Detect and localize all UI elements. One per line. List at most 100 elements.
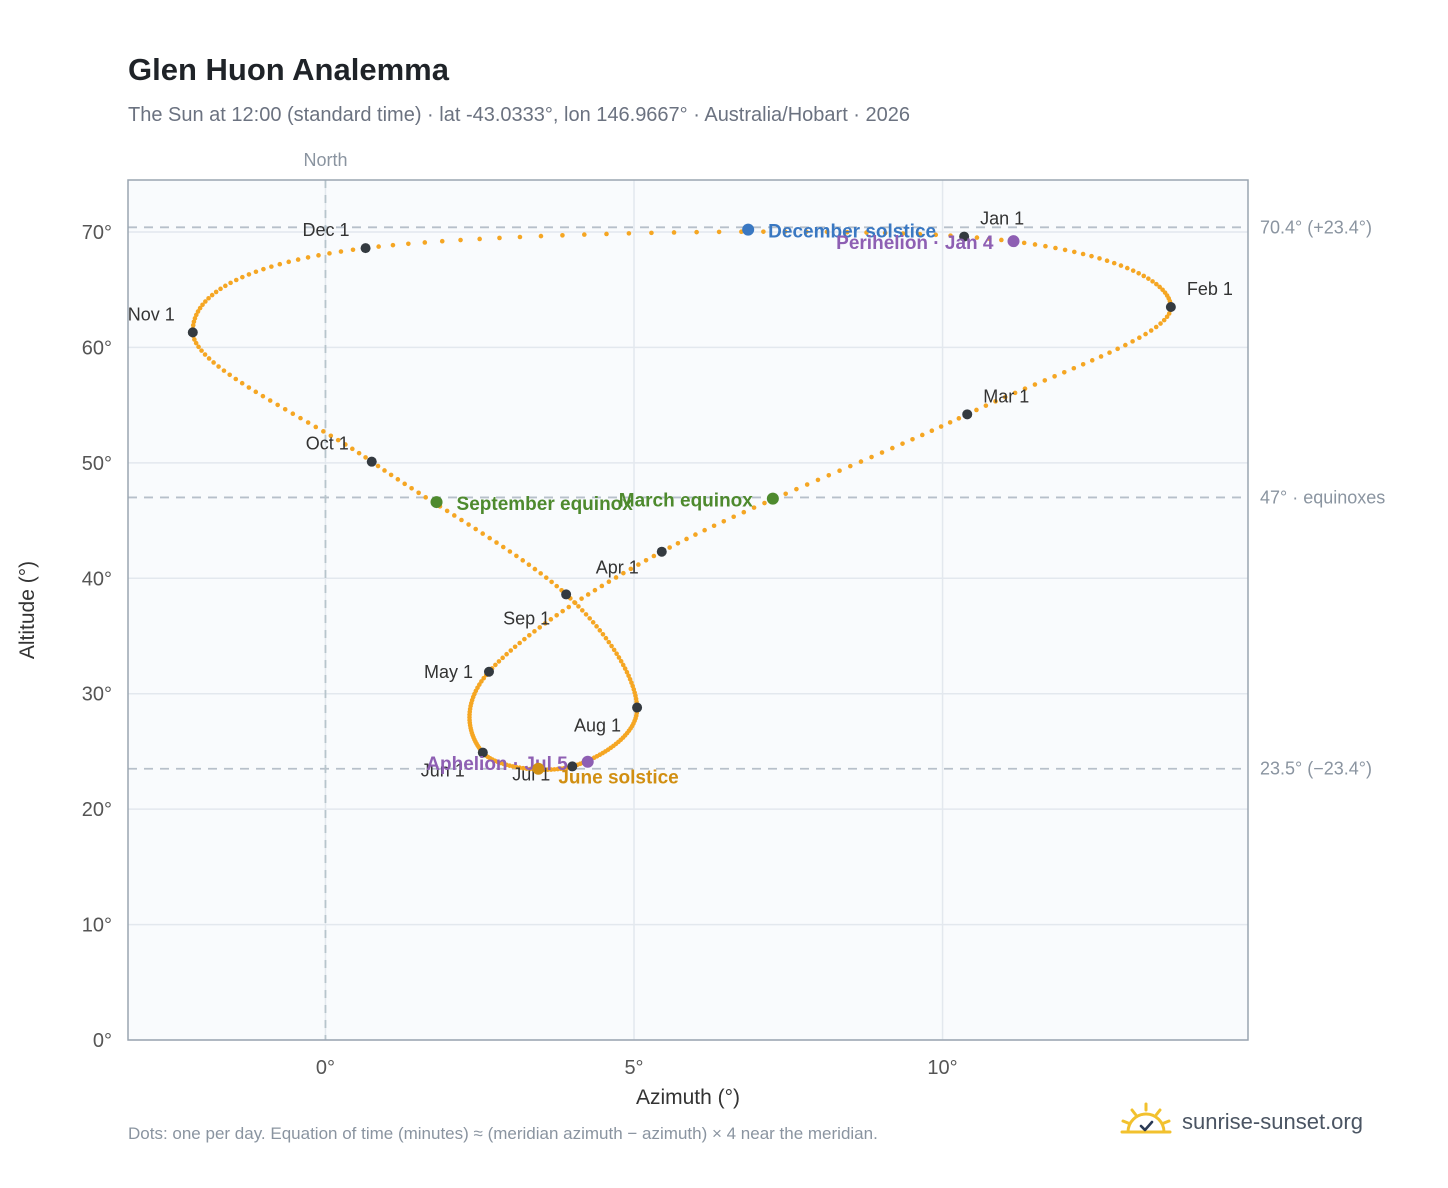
daily-dot xyxy=(731,514,736,520)
daily-dot xyxy=(620,662,626,668)
daily-dot xyxy=(858,459,864,464)
daily-dot xyxy=(458,237,463,243)
daily-dot xyxy=(597,628,603,633)
daily-dot xyxy=(614,651,619,656)
daily-dot xyxy=(406,241,411,247)
footnote: Dots: one per day. Equation of time (min… xyxy=(128,1124,878,1143)
month-label: Jan 1 xyxy=(980,209,1024,229)
daily-dot xyxy=(603,635,609,641)
daily-dot xyxy=(585,592,591,597)
daily-dot xyxy=(621,570,626,576)
daily-dot xyxy=(549,579,554,585)
daily-dot xyxy=(313,424,319,430)
daily-dot xyxy=(1062,247,1068,253)
daily-dot xyxy=(1052,374,1057,379)
y-tick-label: 20° xyxy=(82,799,112,821)
daily-dot xyxy=(1032,382,1038,387)
daily-dot xyxy=(376,244,381,249)
daily-dot xyxy=(566,604,572,610)
daily-dot xyxy=(350,446,355,452)
daily-dot xyxy=(1042,378,1048,383)
daily-dot xyxy=(1166,311,1172,316)
daily-dot xyxy=(221,368,227,373)
daily-dot xyxy=(524,766,529,771)
daily-dot xyxy=(233,376,239,382)
sun-logo-icon xyxy=(1120,1102,1172,1134)
daily-dot xyxy=(702,527,707,533)
daily-dot xyxy=(1080,361,1086,367)
daily-dot xyxy=(375,463,381,469)
daily-dot xyxy=(1111,260,1117,266)
event-marker xyxy=(742,223,755,236)
daily-dot xyxy=(580,608,585,613)
daily-dot xyxy=(604,231,609,237)
daily-dot xyxy=(643,557,649,563)
month-marker xyxy=(959,231,970,242)
event-label: March equinox xyxy=(619,491,754,512)
daily-dot xyxy=(512,644,518,650)
daily-dot xyxy=(933,232,939,238)
daily-dot xyxy=(494,540,499,545)
daily-dot xyxy=(356,450,362,456)
daily-dot xyxy=(837,468,842,474)
daily-dot xyxy=(507,549,513,554)
daily-dot xyxy=(520,558,526,563)
daily-dot xyxy=(277,261,283,267)
month-label: Mar 1 xyxy=(983,386,1029,406)
daily-dot xyxy=(983,403,989,408)
x-tick-label: 5° xyxy=(624,1057,643,1079)
event-marker xyxy=(1007,235,1020,248)
daily-dot xyxy=(847,463,853,469)
daily-dot xyxy=(649,230,654,236)
daily-dot xyxy=(213,289,219,295)
daily-dot xyxy=(1146,276,1151,281)
daily-dot xyxy=(675,540,681,546)
reference-line-label: 23.5° (−23.4°) xyxy=(1260,759,1372,779)
daily-dot xyxy=(193,340,199,346)
daily-dot xyxy=(1137,335,1142,341)
daily-dot xyxy=(305,420,311,425)
daily-dot xyxy=(206,356,212,361)
daily-dot xyxy=(622,666,628,671)
daily-dot xyxy=(526,562,532,568)
daily-dot xyxy=(282,406,288,412)
daily-dot xyxy=(606,579,612,585)
daily-dot xyxy=(693,532,698,537)
daily-dot xyxy=(497,235,502,241)
month-label: Sep 1 xyxy=(503,608,550,628)
daily-dot xyxy=(223,283,228,289)
daily-dot xyxy=(1080,251,1086,257)
daily-dot xyxy=(200,302,205,308)
daily-dot xyxy=(246,272,252,277)
month-marker xyxy=(561,589,572,600)
y-tick-label: 10° xyxy=(82,915,112,937)
daily-dot xyxy=(1022,386,1028,391)
daily-dot xyxy=(532,566,538,572)
daily-dot xyxy=(1130,268,1136,273)
event-marker xyxy=(766,492,779,505)
daily-dot xyxy=(402,481,407,487)
plot-frame xyxy=(127,179,1249,1041)
daily-dot xyxy=(194,312,199,318)
daily-dot xyxy=(869,454,874,460)
daily-dot xyxy=(466,522,471,527)
daily-dot xyxy=(538,233,544,239)
daily-dot xyxy=(974,235,980,240)
daily-dot xyxy=(628,566,634,572)
brand[interactable]: sunrise-sunset.org xyxy=(1120,1102,1363,1142)
daily-dot xyxy=(253,269,259,275)
daily-dot xyxy=(1089,253,1094,259)
daily-dot xyxy=(199,348,204,353)
month-label: May 1 xyxy=(424,662,473,682)
daily-dot xyxy=(592,587,598,593)
daily-dot xyxy=(554,612,559,618)
month-label: Oct 1 xyxy=(306,434,349,454)
daily-dot xyxy=(321,429,326,434)
daily-dot xyxy=(929,428,935,434)
daily-dot xyxy=(762,500,767,506)
daily-dot xyxy=(480,531,486,536)
y-tick-label: 70° xyxy=(82,222,112,244)
daily-dot xyxy=(590,620,596,625)
daily-dot xyxy=(548,617,554,622)
daily-dot xyxy=(636,562,641,567)
